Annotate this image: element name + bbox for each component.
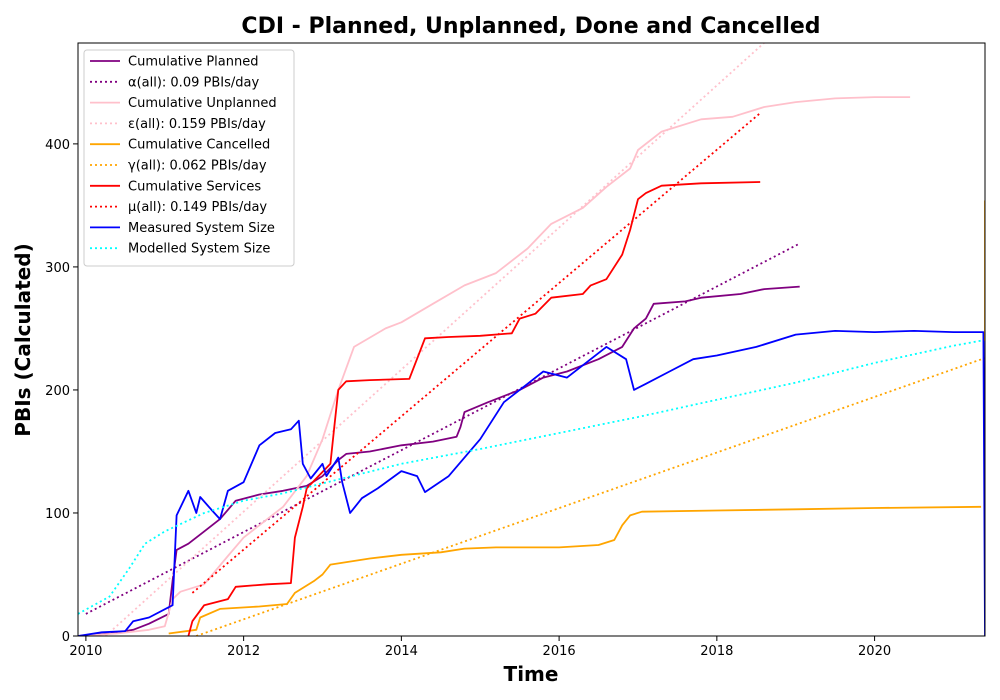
chart-title: CDI - Planned, Unplanned, Done and Cance… — [241, 14, 820, 39]
series-line-5 — [196, 357, 985, 636]
legend-label-5: γ(all): 0.062 PBIs/day — [128, 159, 267, 174]
legend-label-8: Measured System Size — [128, 221, 275, 236]
series-line-7 — [191, 112, 761, 594]
x-axis-title: Time — [504, 662, 559, 686]
y-tick-label: 400 — [45, 138, 70, 153]
series-line-1 — [85, 242, 801, 615]
y-axis-title: PBIs (Calculated) — [11, 243, 35, 436]
series-line-8 — [78, 330, 985, 636]
y-tick-label: 100 — [45, 507, 70, 522]
plot-area: 2010 2012 2014 2016 2018 2020 0 100 200 300 400 — [45, 42, 986, 659]
legend-label-6: Cumulative Services — [128, 179, 261, 194]
legend: Cumulative Planned α(all): 0.09 PBIs/day C… — [83, 49, 295, 267]
legend-box — [83, 49, 295, 267]
series-layer — [78, 43, 985, 636]
legend-label-7: μ(all): 0.149 PBIs/day — [128, 200, 267, 215]
series-line-0 — [78, 285, 800, 636]
y-tick-label: 300 — [45, 261, 70, 276]
legend-label-4: Cumulative Cancelled — [128, 138, 270, 153]
legend-label-3: ε(all): 0.159 PBIs/day — [128, 117, 266, 132]
legend-label-9: Modelled System Size — [128, 242, 270, 257]
x-tick-label: 2012 — [227, 644, 260, 659]
axes-frame — [77, 42, 986, 637]
series-line-2 — [78, 96, 911, 636]
legend-label-1: α(all): 0.09 PBIs/day — [128, 75, 259, 90]
legend-label-2: Cumulative Unplanned — [128, 96, 277, 111]
y-tick-label: 0 — [62, 630, 70, 645]
x-tick-label: 2018 — [700, 644, 733, 659]
x-tick-label: 2016 — [543, 644, 576, 659]
legend-label-0: Cumulative Planned — [128, 55, 258, 70]
series-line-9 — [78, 339, 982, 615]
series-line-4 — [168, 505, 982, 635]
series-line-6 — [187, 181, 761, 636]
x-tick-label: 2020 — [858, 644, 891, 659]
x-tick-label: 2014 — [385, 644, 418, 659]
x-tick-label: 2010 — [69, 644, 102, 659]
y-tick-label: 200 — [45, 384, 70, 399]
